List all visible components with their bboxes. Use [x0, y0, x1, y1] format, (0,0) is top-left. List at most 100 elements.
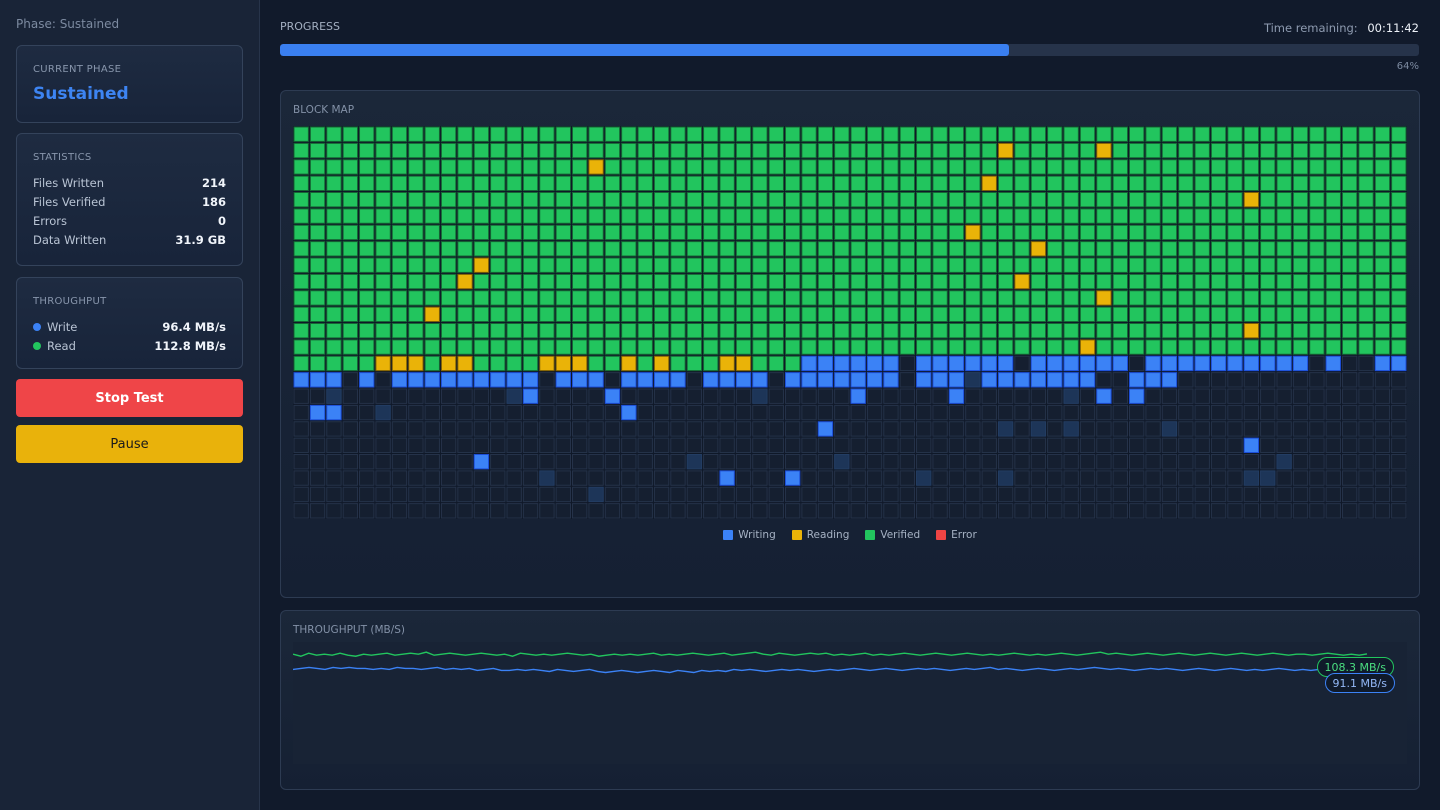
block-empty [522, 470, 539, 486]
block-verified [686, 355, 703, 372]
block-empty [1014, 421, 1030, 437]
block-verified [1161, 159, 1178, 175]
block-verified [1276, 224, 1292, 241]
block-verified [1276, 126, 1292, 142]
block-verified [997, 323, 1014, 339]
block-empty [539, 421, 555, 437]
block-verified [768, 142, 784, 159]
block-verified [670, 142, 686, 159]
block-verified [1178, 339, 1194, 355]
block-verified [735, 257, 752, 273]
block-verified [1161, 175, 1178, 192]
block-writing [1178, 355, 1194, 372]
block-empty [1079, 503, 1096, 519]
block-empty [621, 437, 637, 454]
block-verified [1047, 159, 1063, 175]
block-verified [473, 339, 490, 355]
block-empty [1210, 421, 1227, 437]
block-verified [1341, 159, 1358, 175]
block-empty [784, 503, 801, 519]
block-empty [440, 421, 457, 437]
block-empty [1194, 421, 1210, 437]
block-verified [1341, 241, 1358, 257]
block-reading [621, 355, 637, 372]
block-verified [1227, 175, 1243, 192]
block-empty [539, 437, 555, 454]
block-empty [1129, 503, 1145, 519]
pause-button[interactable]: Pause [16, 425, 243, 463]
block-verified [1014, 142, 1030, 159]
block-verified [342, 273, 359, 290]
block-empty [850, 470, 866, 486]
block-verified [735, 208, 752, 224]
block-verified [834, 323, 850, 339]
block-writing [506, 372, 522, 388]
block-verified [408, 224, 424, 241]
block-verified [1325, 192, 1341, 208]
block-verified [1112, 241, 1128, 257]
block-verified [801, 208, 817, 224]
block-verified [1260, 208, 1276, 224]
block-empty [850, 404, 866, 421]
block-verified [1145, 290, 1161, 306]
block-verified [653, 290, 670, 306]
block-verified [1145, 208, 1161, 224]
block-verified [572, 323, 588, 339]
block-empty [1227, 454, 1243, 470]
block-verified [1391, 192, 1407, 208]
block-verified [522, 306, 539, 323]
block-empty [1341, 486, 1358, 503]
block-empty [817, 437, 834, 454]
block-verified [801, 241, 817, 257]
block-verified [686, 241, 703, 257]
block-verified [899, 290, 916, 306]
block-empty [588, 437, 604, 454]
block-verified [801, 142, 817, 159]
block-verified [424, 257, 440, 273]
block-verified [834, 257, 850, 273]
block-writing [866, 355, 883, 372]
block-writing [555, 372, 571, 388]
block-verified [801, 290, 817, 306]
block-verified [637, 290, 653, 306]
block-verified [506, 323, 522, 339]
verified-swatch-icon [865, 530, 876, 540]
block-verified [1276, 339, 1292, 355]
block-empty [555, 404, 571, 421]
block-empty [1112, 470, 1128, 486]
block-writing [932, 355, 948, 372]
block-verified [883, 142, 899, 159]
block-verified [1063, 142, 1079, 159]
block-verified [1341, 257, 1358, 273]
block-empty [1178, 372, 1194, 388]
block-empty [670, 503, 686, 519]
block-writing [1063, 355, 1079, 372]
block-verified [1309, 306, 1325, 323]
block-verified [342, 159, 359, 175]
block-verified [490, 192, 506, 208]
block-empty [490, 486, 506, 503]
block-empty [588, 388, 604, 404]
block-verified [834, 224, 850, 241]
block-empty [1210, 388, 1227, 404]
block-empty [1374, 372, 1391, 388]
block-verified [424, 224, 440, 241]
legend-label: Error [951, 529, 977, 541]
block-verified [686, 306, 703, 323]
block-verified [588, 290, 604, 306]
block-verified [1309, 142, 1325, 159]
block-empty [1161, 437, 1178, 454]
read-dot-icon [33, 342, 41, 350]
block-verified [784, 323, 801, 339]
block-empty [801, 388, 817, 404]
block-verified [326, 241, 342, 257]
block-verified [1358, 175, 1374, 192]
block-writing [326, 404, 342, 421]
block-empty [1063, 503, 1079, 519]
block-empty [391, 486, 408, 503]
block-writing [1063, 372, 1079, 388]
block-verified [883, 192, 899, 208]
block-empty [801, 404, 817, 421]
block-verified [817, 257, 834, 273]
stop-test-button[interactable]: Stop Test [16, 379, 243, 417]
